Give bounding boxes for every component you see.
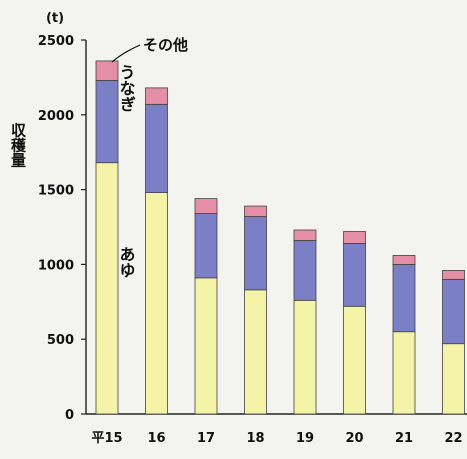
bar-segment-ayu <box>343 305 366 415</box>
bar-segment-eel <box>194 213 218 279</box>
bar-segment-ayu <box>194 277 218 415</box>
bar-segment-other <box>343 231 366 244</box>
y-axis-title: 収穫量 <box>9 122 27 168</box>
bar-segment-eel <box>392 263 416 333</box>
y-tick-label: 2000 <box>38 109 74 124</box>
other-leader-line <box>111 44 141 63</box>
bar-segment-eel <box>442 278 465 345</box>
x-tick-label: 22 <box>444 431 462 446</box>
bar-segment-other <box>293 229 317 241</box>
bar-segment-other <box>392 255 416 265</box>
x-tick-label: 17 <box>197 431 215 446</box>
bar-segment-ayu <box>442 343 465 415</box>
unit-label: (t) <box>46 11 64 26</box>
bar-segment-eel <box>343 243 366 307</box>
bar-segment-ayu <box>145 192 168 415</box>
bar-segment-other <box>194 198 218 214</box>
annotation-ayu: あゆ <box>117 246 136 278</box>
y-tick-label: 1500 <box>38 184 74 199</box>
y-ticks: 0 500 1000 1500 2000 2500 <box>38 34 86 423</box>
bar-segment-other <box>95 60 119 81</box>
x-tick-label: 16 <box>147 431 165 446</box>
x-tick-label: 21 <box>395 431 413 446</box>
x-tick-label: 19 <box>296 431 314 446</box>
x-tick-label: 平15 <box>91 431 122 446</box>
x-tick-label: 18 <box>246 431 264 446</box>
bar-segment-other <box>244 205 267 217</box>
bar-segment-ayu <box>392 331 416 415</box>
bar-segment-eel <box>293 240 317 301</box>
bar-segment-eel <box>145 103 168 193</box>
bar-segment-ayu <box>293 299 317 415</box>
bars <box>95 60 465 415</box>
y-tick-label: 500 <box>47 333 74 348</box>
bar-segment-ayu <box>95 162 119 415</box>
y-tick-label: 0 <box>65 408 74 423</box>
y-tick-label: 1000 <box>38 258 74 273</box>
bar-segment-eel <box>244 216 267 291</box>
annotation-other: その他 <box>143 36 188 54</box>
bar-segment-ayu <box>244 289 267 415</box>
y-tick-label: 2500 <box>38 34 74 49</box>
bar-segment-other <box>442 269 465 280</box>
bar-segment-other <box>145 87 168 105</box>
x-tick-labels: 平15 16 17 18 19 20 21 22 <box>91 431 462 446</box>
annotation-eel: うなぎ <box>117 64 136 112</box>
bar-segment-eel <box>95 79 119 164</box>
x-tick-label: 20 <box>345 431 363 446</box>
